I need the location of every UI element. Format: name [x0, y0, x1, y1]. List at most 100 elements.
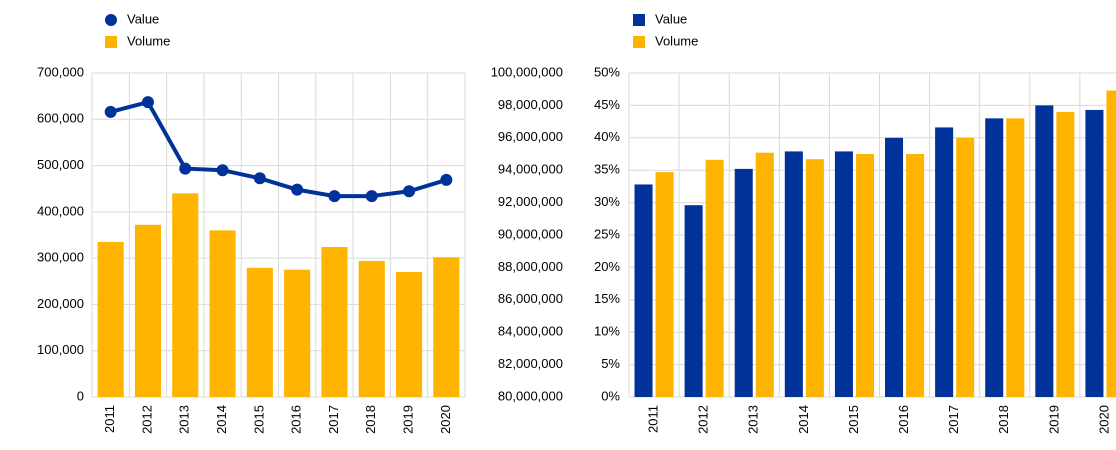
line-point	[253, 172, 266, 185]
x-tick-label: 2015	[251, 405, 266, 434]
line-point	[216, 164, 229, 177]
y-tick-label: 300,000	[37, 250, 84, 265]
x-tick-label: 2019	[1046, 405, 1061, 434]
bar	[433, 257, 460, 397]
y-tick-label: 0	[77, 388, 84, 403]
y-tick-label: 30%	[594, 194, 620, 209]
bar	[985, 118, 1004, 398]
y2-tick-label: 86,000,000	[498, 291, 563, 306]
x-tick-label: 2019	[400, 405, 415, 434]
x-tick-label: 2016	[289, 405, 304, 434]
chart: 0 100,000 200,000 300,000 400,000 500,000 600,…	[37, 11, 563, 433]
x-tick-label: 2017	[326, 405, 341, 434]
y-tick-label: 700,000	[37, 64, 84, 79]
bar	[734, 168, 753, 397]
bar	[321, 247, 348, 397]
x-tick-label: 2015	[846, 405, 861, 434]
line-point	[291, 183, 304, 196]
y-tick-label: 45%	[594, 97, 620, 112]
y2-tick-label: 80,000,000	[498, 388, 563, 403]
legend-marker	[105, 36, 117, 48]
y-tick-label: 10%	[594, 324, 620, 339]
y-tick-label: 5%	[601, 356, 620, 371]
y2-tick-label: 84,000,000	[498, 324, 563, 339]
bar	[358, 260, 385, 397]
y-tick-label: 0%	[601, 388, 620, 403]
legend-marker	[633, 36, 645, 48]
bar	[634, 184, 653, 397]
line	[110, 99, 447, 199]
y-tick-label: 600,000	[37, 111, 84, 126]
x-tick-label: 2013	[177, 405, 192, 434]
legend-label: Value	[127, 11, 159, 26]
bar	[134, 224, 162, 397]
y-tick-label: 15%	[594, 291, 620, 306]
line-point	[141, 96, 154, 109]
y2-tick-label: 94,000,000	[498, 162, 563, 177]
legend-marker	[105, 14, 117, 26]
y-tick-label: 25%	[594, 226, 620, 241]
y-tick-label: 50%	[594, 64, 620, 79]
bar	[885, 137, 904, 398]
line-point	[104, 105, 117, 118]
y2-tick-label: 96,000,000	[498, 129, 563, 144]
x-tick-label: 2011	[102, 405, 117, 433]
x-tick-label: 2016	[896, 405, 911, 434]
bar	[1106, 90, 1116, 397]
bar	[684, 205, 703, 397]
x-tick-label: 2011	[645, 405, 660, 433]
x-tick-label: 2014	[214, 405, 229, 434]
x-tick-label: 2012	[696, 405, 711, 434]
bar	[284, 269, 311, 397]
legend-marker	[633, 14, 645, 26]
bar	[209, 230, 236, 397]
y2-tick-label: 82,000,000	[498, 356, 563, 371]
x-tick-label: 2017	[946, 405, 961, 434]
x-tick-label: 2018	[996, 405, 1011, 434]
y2-tick-label: 100,000,000	[491, 64, 563, 79]
x-tick-label: 2020	[1096, 405, 1111, 434]
line-point	[328, 190, 341, 203]
y-tick-label: 500,000	[37, 157, 84, 172]
bar	[935, 127, 954, 397]
bar	[834, 151, 853, 397]
bar	[1085, 109, 1104, 397]
x-tick-label: 2014	[796, 405, 811, 434]
bar	[855, 154, 874, 397]
legend-label: Value	[655, 11, 687, 26]
line-point	[365, 190, 378, 203]
bar	[906, 154, 925, 397]
line-point	[179, 162, 192, 175]
line-point	[440, 173, 453, 186]
x-tick-label: 2020	[438, 405, 453, 434]
x-tick-label: 2013	[746, 405, 761, 434]
y-tick-label: 400,000	[37, 203, 84, 218]
y2-tick-label: 98,000,000	[498, 97, 563, 112]
bar	[395, 272, 423, 397]
y-tick-label: 200,000	[37, 296, 84, 311]
bar	[1006, 118, 1025, 398]
legend-label: Volume	[127, 33, 170, 48]
x-tick-label: 2018	[363, 405, 378, 434]
y2-tick-label: 92,000,000	[498, 194, 563, 209]
bar	[805, 159, 824, 397]
bar	[705, 159, 724, 397]
y-tick-label: 40%	[594, 129, 620, 144]
y2-tick-label: 88,000,000	[498, 259, 563, 274]
bar	[172, 193, 199, 397]
y2-tick-label: 90,000,000	[498, 226, 563, 241]
bar	[784, 151, 803, 397]
x-tick-label: 2012	[139, 405, 154, 434]
line-point	[403, 185, 416, 198]
legend-label: Volume	[655, 33, 698, 48]
chart: 0% 5% 10% 15% 20% 25% 30% 35% 40% 45% 50% 2011 2012 2…	[594, 11, 1116, 434]
bar	[246, 267, 273, 397]
bar	[956, 137, 975, 398]
bar	[97, 241, 124, 397]
y-tick-label: 35%	[594, 162, 620, 177]
bar	[755, 152, 774, 397]
bar	[1056, 111, 1075, 397]
y-tick-label: 100,000	[37, 342, 84, 357]
y-tick-label: 20%	[594, 259, 620, 274]
